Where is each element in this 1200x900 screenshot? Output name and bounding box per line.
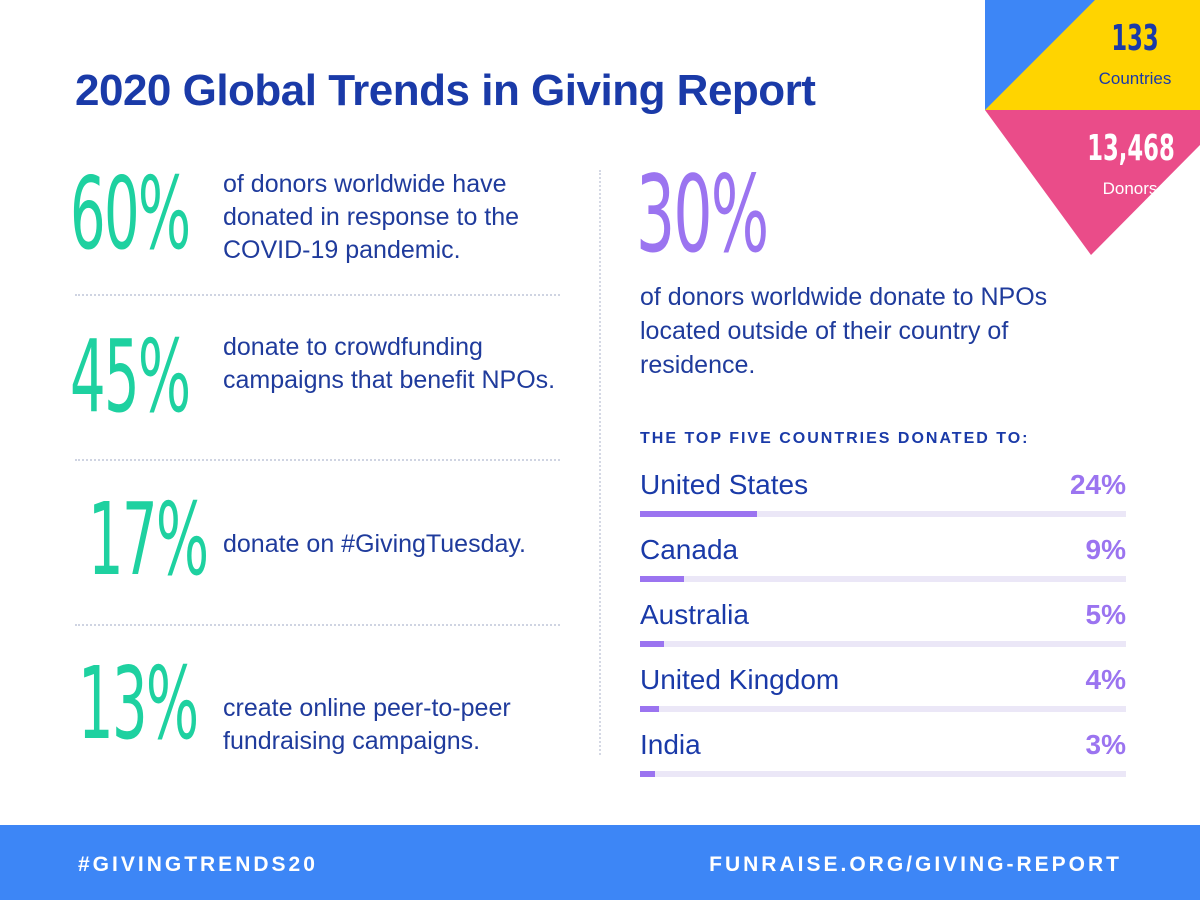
- bar-category-label: Australia: [640, 599, 749, 630]
- column-divider: [599, 170, 601, 755]
- stat-percent: 45%: [70, 318, 191, 435]
- page-title: 2020 Global Trends in Giving Report: [75, 66, 816, 115]
- stat-givingtuesday: 17% donate on #GivingTuesday.: [70, 490, 570, 630]
- stat-text: donate to crowdfunding campaigns that be…: [223, 333, 556, 394]
- stat-peer-to-peer: 13% create online peer-to-peer fundraisi…: [70, 654, 570, 794]
- divider: [75, 459, 560, 461]
- bar-value-label: 3%: [1085, 729, 1126, 760]
- stat-crowdfunding: 45% donate to crowdfunding campaigns tha…: [70, 325, 570, 465]
- badge-pink-panel: [985, 110, 1200, 255]
- bar-value-label: 24%: [1069, 469, 1126, 500]
- bar-row: Australia 5%: [640, 592, 1126, 657]
- highlight-text: of donors worldwide donate to NPOs locat…: [640, 283, 1048, 379]
- bar: [640, 511, 757, 517]
- footer-url-link[interactable]: FUNRAISE.ORG/GIVING-REPORT: [709, 853, 1122, 876]
- bar: [640, 771, 655, 777]
- bar: [640, 576, 684, 582]
- chart-title: THE TOP FIVE COUNTRIES DONATED TO:: [640, 430, 1030, 447]
- bar-track: [640, 771, 1126, 777]
- bar-value-label: 4%: [1085, 664, 1126, 695]
- badge-shapes: [985, 0, 1200, 255]
- stat-text: of donors worldwide have donated in resp…: [223, 170, 520, 264]
- bar-category-label: United States: [640, 469, 809, 500]
- bar-category-label: Canada: [640, 534, 739, 565]
- stat-percent: 13%: [78, 645, 199, 762]
- bar-track: [640, 641, 1126, 647]
- bar-category-label: United Kingdom: [640, 664, 840, 695]
- countries-count: 133: [1111, 18, 1159, 59]
- stat-text: create online peer-to-peer fundraising c…: [223, 694, 511, 755]
- bar-track: [640, 576, 1126, 582]
- bar-row: United Kingdom 4%: [640, 657, 1126, 722]
- bar: [640, 641, 664, 647]
- stat-percent: 60%: [70, 155, 191, 272]
- divider: [75, 624, 560, 626]
- country-bar-chart: United States 24% Canada 9% Australia 5% Unite…: [640, 462, 1126, 792]
- highlight-percent: 30%: [636, 153, 769, 276]
- bar-row: India 3%: [640, 722, 1126, 787]
- footer: #GIVINGTRENDS20 FUNRAISE.ORG/GIVING-REPO…: [0, 825, 1200, 900]
- donors-label: Donors: [1102, 179, 1158, 198]
- bar-value-label: 9%: [1085, 534, 1126, 565]
- bar-track: [640, 511, 1126, 517]
- stat-text: donate on #GivingTuesday.: [223, 530, 526, 558]
- badge-yellow-panel: [985, 0, 1200, 110]
- bar: [640, 706, 659, 712]
- divider: [75, 294, 560, 296]
- footer-hashtag: #GIVINGTRENDS20: [78, 853, 318, 876]
- bar-row: United States 24%: [640, 462, 1126, 527]
- donors-count: 13,468: [1087, 128, 1175, 169]
- stat-covid: 60% of donors worldwide have donated in …: [70, 162, 570, 302]
- countries-label: Countries: [1098, 69, 1172, 88]
- stat-percent: 17%: [88, 481, 209, 598]
- bar-value-label: 5%: [1085, 599, 1126, 630]
- bar-track: [640, 706, 1126, 712]
- bar-row: Canada 9%: [640, 527, 1126, 592]
- stats-badge: 133 Countries 13,468 Donors: [985, 0, 1200, 255]
- bar-category-label: India: [640, 729, 701, 760]
